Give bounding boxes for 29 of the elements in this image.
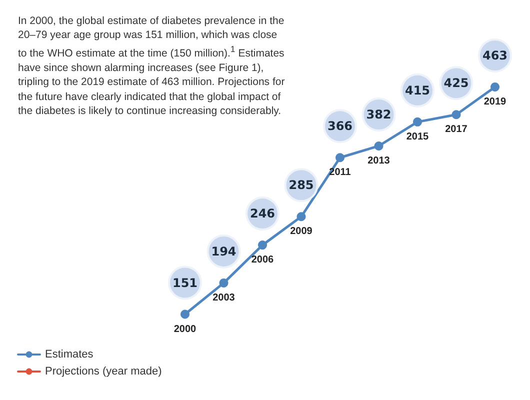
x-tick-label: 2003 <box>212 292 236 304</box>
point <box>219 278 228 288</box>
data-label: 463 <box>482 48 508 62</box>
data-label: 415 <box>404 83 430 98</box>
data-label: 151 <box>172 276 198 290</box>
x-tick-label: 2000 <box>174 324 197 335</box>
data-label: 246 <box>250 206 276 221</box>
x-tick-label: 2015 <box>406 131 430 142</box>
point <box>490 82 500 92</box>
x-tick-label: 2009 <box>290 226 313 238</box>
point <box>180 310 190 319</box>
data-label: 382 <box>366 107 392 122</box>
data-label: 366 <box>327 119 353 134</box>
data-label: 194 <box>211 244 236 258</box>
legend-label: Projections (year made) <box>45 366 162 378</box>
x-tick-label: 2017 <box>445 124 468 136</box>
x-tick-label: 2019 <box>484 96 507 108</box>
point <box>258 240 267 250</box>
data-label: 425 <box>444 76 469 90</box>
data-label: 285 <box>288 178 314 192</box>
x-tick-label: 2013 <box>368 155 390 166</box>
text: In 2000, the global estimate of diabetes prevalence in the 20–79 year age group was 151 million, which was close to the WHO estimate at the time (150 million).$^{1}$ Estimates have since shown alarming increases (see Figure 1), tripling to the 2019 estimate of 463 million. Projections for the future have clearly indicated that the global impact of the diabetes is likely to continue increasing considerably. <box>18 15 285 118</box>
point <box>374 141 384 150</box>
point <box>296 212 306 222</box>
legend-label: Estimates <box>45 348 94 360</box>
x-tick-label: 2006 <box>251 254 274 266</box>
point <box>452 110 461 120</box>
point <box>336 153 344 162</box>
point <box>413 117 422 126</box>
